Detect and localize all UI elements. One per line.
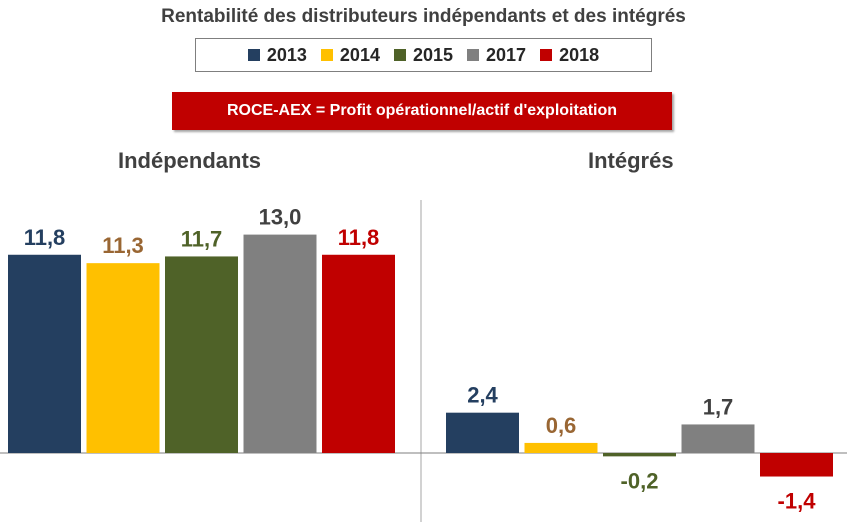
legend-swatch-2017: [467, 49, 480, 61]
legend-label-2015: 2015: [412, 44, 454, 65]
bar-indpendants-2014: [86, 263, 160, 453]
group-label-integres: Intégrés: [588, 148, 674, 173]
value-label-intgrs-2018: -1,4: [778, 489, 817, 514]
value-label-indpendants-2015: 11,7: [181, 226, 223, 251]
legend-label-2018: 2018: [559, 44, 600, 65]
bar-intgrs-2014: [524, 442, 598, 453]
bar-indpendants-2018: [322, 254, 395, 453]
legend-swatch-2013: [247, 49, 260, 61]
legend-swatch-2014: [320, 49, 333, 61]
legend-label-2014: 2014: [339, 44, 380, 65]
value-label-indpendants-2017: 13,0: [259, 205, 302, 230]
roce-annotation-banner: ROCE-AEX = Profit opérationnel/actif d'e…: [172, 92, 672, 130]
legend-swatch-2018: [540, 49, 553, 61]
value-label-intgrs-2015: -0,2: [621, 468, 659, 493]
value-label-indpendants-2014: 11,3: [102, 233, 144, 258]
bar-indpendants-2015: [165, 256, 238, 453]
bar-intgrs-2013: [446, 412, 519, 453]
value-label-intgrs-2017: 1,7: [703, 394, 734, 419]
legend-item-2014: 2014: [320, 44, 380, 66]
legend-item-2013: 2013: [247, 44, 307, 66]
legend-item-2015: 2015: [393, 44, 454, 66]
legend-item-2017: 2017: [467, 45, 526, 66]
bar-intgrs-2018: [760, 453, 833, 477]
legend-swatch-2015: [393, 49, 406, 61]
bar-intgrs-2015: [603, 453, 676, 457]
legend-label-2017: 2017: [486, 44, 527, 65]
value-label-indpendants-2013: 11,8: [24, 225, 66, 250]
value-label-intgrs-2013: 2,4: [467, 383, 498, 408]
chart-title: Rentabilité des distributeurs indépendan…: [161, 6, 686, 27]
value-label-intgrs-2014: 0,6: [546, 413, 577, 438]
legend-label-2013: 2013: [266, 44, 307, 65]
value-label-indpendants-2018: 11,8: [338, 225, 380, 250]
group-label-independants: Indépendants: [118, 148, 262, 173]
bar-indpendants-2013: [8, 254, 81, 453]
legend: 2013 2014 2015 2017 2018: [195, 38, 652, 72]
legend-item-2018: 2018: [540, 45, 599, 66]
bar-intgrs-2017: [681, 424, 755, 453]
bar-indpendants-2017: [243, 234, 317, 453]
